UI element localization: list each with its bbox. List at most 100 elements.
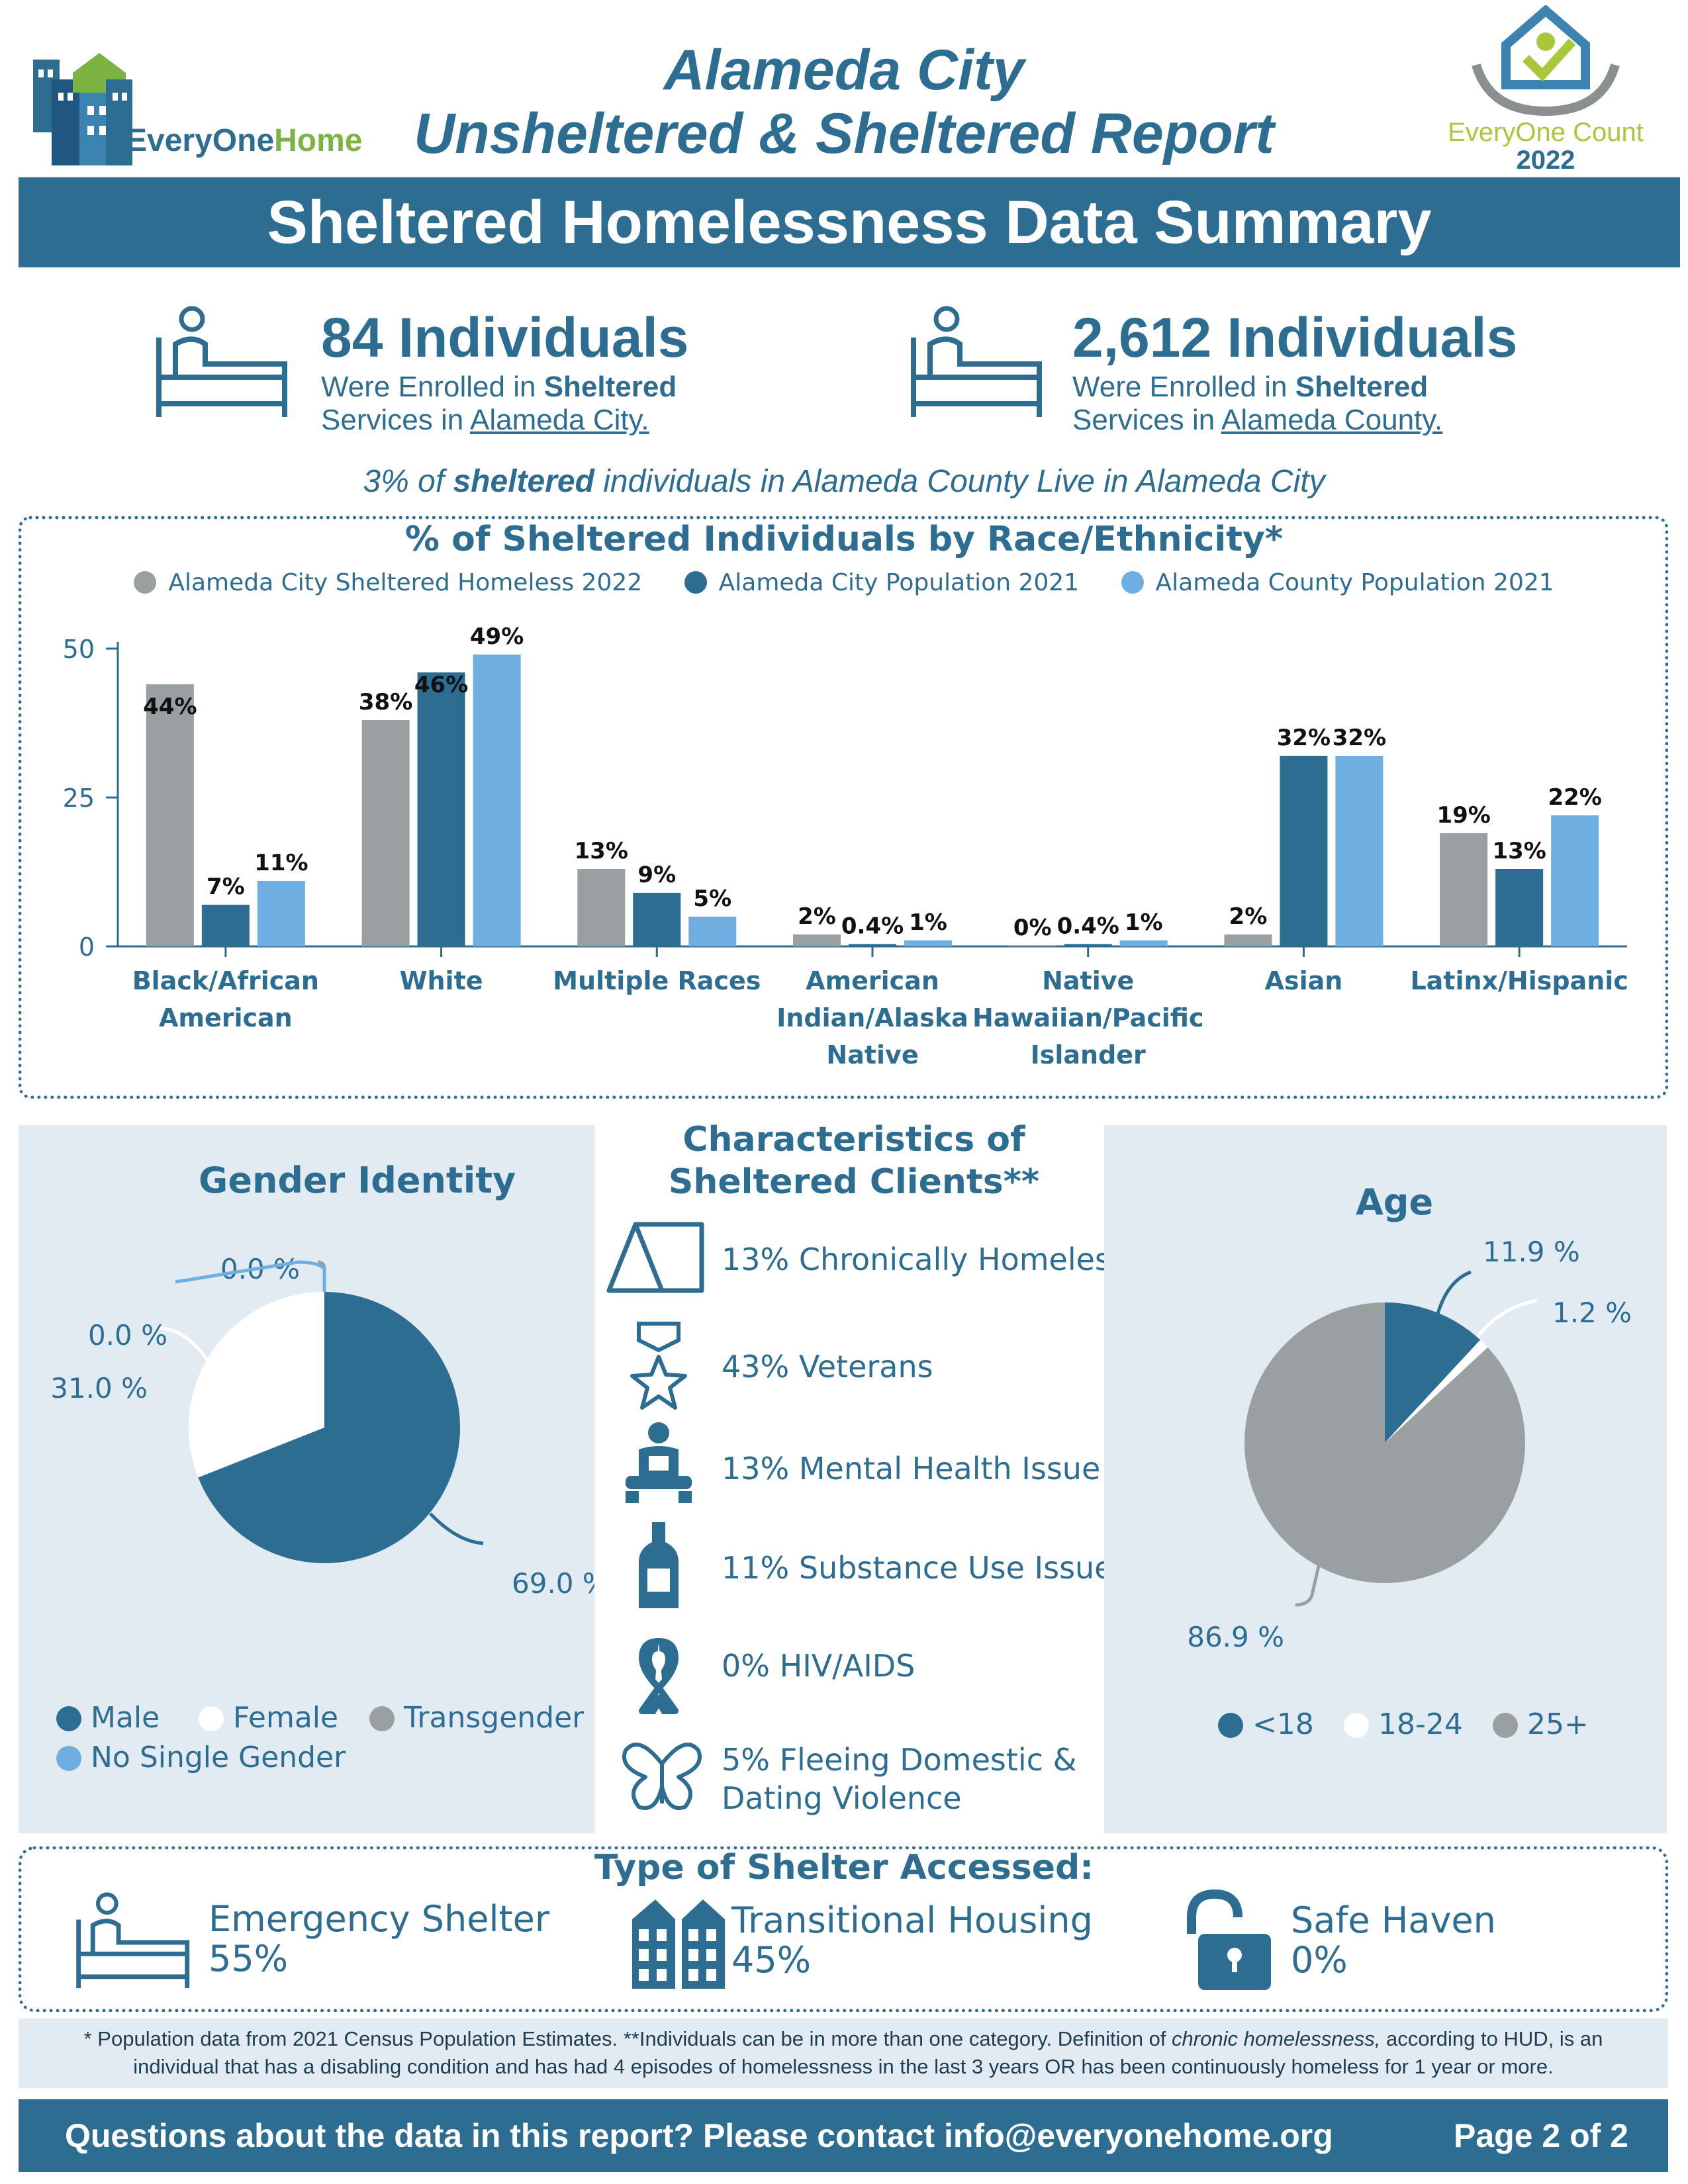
pie-data-label: 11.9 % xyxy=(1483,1236,1580,1268)
stat-county-desc-1: Were Enrolled in Sheltered xyxy=(1072,371,1429,403)
shelter-type-title: Type of Shelter Accessed: xyxy=(594,1848,1094,1888)
legend-swatch xyxy=(1344,1713,1369,1738)
category-label: Hawaiian/Pacific xyxy=(972,1003,1204,1032)
footnote-line-1: * Population data from 2021 Census Popul… xyxy=(83,2027,1603,2050)
bar-data-label: 0.4% xyxy=(1057,913,1119,939)
bar-data-label: 22% xyxy=(1548,784,1601,811)
footnote: * Population data from 2021 Census Popul… xyxy=(19,2019,1668,2088)
legend-swatch xyxy=(369,1706,395,1731)
bar-data-label: 0.4% xyxy=(841,913,904,939)
category-label: Islander xyxy=(1031,1040,1146,1069)
buildings-icon xyxy=(632,1899,725,1989)
person-seated-icon xyxy=(626,1422,692,1503)
category-label: Indian/Alaska xyxy=(776,1003,968,1032)
medal-icon xyxy=(630,1322,687,1410)
race-chart-legend: Alameda City Sheltered Homeless 2022 Ala… xyxy=(0,569,1688,596)
bar xyxy=(1335,756,1383,946)
race-chart-frame xyxy=(19,516,1668,1099)
footer-bar: Questions about the data in this report?… xyxy=(19,2099,1668,2172)
y-tick-label: 50 xyxy=(63,635,95,664)
shelter-safe-haven: Safe Haven 0% xyxy=(1291,1899,1496,1981)
page-number: Page 2 of 2 xyxy=(1454,2117,1628,2154)
pie-slice xyxy=(1385,1340,1488,1443)
tent-icon xyxy=(606,1222,704,1293)
bar xyxy=(904,940,952,946)
bar xyxy=(577,869,626,946)
bar-data-label: 1% xyxy=(909,909,947,936)
pie-data-label: 1.2 % xyxy=(1552,1297,1632,1329)
legend-item-county-population: Alameda County Population 2021 xyxy=(1121,569,1554,596)
bed-icon xyxy=(156,306,287,417)
legend-swatch xyxy=(56,1746,81,1771)
bed-icon xyxy=(76,1892,190,1989)
pie-leader-line xyxy=(175,1260,326,1292)
bar-data-label: 32% xyxy=(1333,725,1386,751)
ribbon-icon xyxy=(639,1638,679,1714)
legend-swatch xyxy=(56,1706,81,1731)
bar-data-label: 5% xyxy=(693,886,731,912)
char-hiv-aids: 0% HIV/AIDS xyxy=(722,1648,915,1684)
bar xyxy=(1495,869,1544,946)
stat-county-number: 2,612 Individuals xyxy=(1072,306,1518,369)
category-label: Multiple Races xyxy=(553,966,761,995)
bar-data-label: 38% xyxy=(359,689,412,715)
bar xyxy=(1119,940,1168,946)
legend-swatch xyxy=(1218,1713,1243,1738)
footnote-line-2: individual that has a disabling conditio… xyxy=(133,2055,1554,2078)
gender-legend-male: Male xyxy=(56,1701,160,1735)
bar-data-label: 32% xyxy=(1277,725,1331,751)
legend-swatch xyxy=(1121,571,1144,594)
pie-data-label: 69.0 % xyxy=(512,1567,594,1600)
bar-data-label: 7% xyxy=(207,874,245,900)
category-label: American xyxy=(159,1003,293,1032)
char-substance-use: 11% Substance Use Issue xyxy=(722,1550,1113,1586)
pie-data-label: 86.9 % xyxy=(1187,1621,1284,1653)
stat-city-desc-1: Were Enrolled in Sheltered xyxy=(321,371,677,403)
pie-leader-line xyxy=(1295,1565,1321,1607)
category-label: American xyxy=(806,966,939,995)
pie-slice xyxy=(1385,1302,1481,1443)
unlocked-padlock-icon xyxy=(1187,1889,1271,1990)
age-pie-chart: 11.9 % 1.2 % 86.9 % xyxy=(1187,1236,1632,1653)
share-statement: 3% of sheltered individuals in Alameda C… xyxy=(363,464,1325,499)
category-label: Native xyxy=(1042,966,1134,995)
legend-swatch xyxy=(199,1706,224,1731)
y-tick-label: 25 xyxy=(63,784,95,813)
bar xyxy=(473,655,521,946)
bar-data-label: 11% xyxy=(254,850,308,876)
report-title: Alameda City Unsheltered & Sheltered Rep… xyxy=(371,38,1317,165)
race-chart-title: % of Sheltered Individuals by Race/Ethni… xyxy=(404,520,1284,559)
gender-legend-transgender: Transgender xyxy=(369,1701,584,1735)
age-legend-under-18: <18 xyxy=(1218,1707,1314,1741)
shelter-emergency: Emergency Shelter 55% xyxy=(209,1898,550,1979)
pie-leader-line xyxy=(158,1326,211,1363)
bar xyxy=(1551,815,1599,946)
logo-count-text: EveryOne Count xyxy=(1448,118,1644,147)
stat-county-desc-2: Services in Alameda County. xyxy=(1072,404,1443,436)
bar-data-label: 1% xyxy=(1125,909,1163,936)
bar-data-label: 19% xyxy=(1436,802,1490,829)
bar-data-label: 13% xyxy=(1492,838,1546,864)
bar xyxy=(633,893,681,946)
butterfly-icon xyxy=(622,1743,702,1810)
stat-city-desc-2: Services in Alameda City. xyxy=(321,404,649,436)
legend-item-city-sheltered: Alameda City Sheltered Homeless 2022 xyxy=(134,569,642,596)
age-chart-title: Age xyxy=(1356,1181,1434,1223)
house-hands-icon xyxy=(1472,4,1620,116)
city-buildings-icon xyxy=(33,53,132,165)
bar-data-label: 2% xyxy=(798,903,836,930)
legend-swatch xyxy=(1493,1713,1518,1738)
bar xyxy=(201,905,250,946)
bed-icon xyxy=(911,306,1042,417)
bar-data-label: 9% xyxy=(637,862,676,888)
legend-swatch xyxy=(684,571,707,594)
logo-year-text: 2022 xyxy=(1516,146,1575,175)
char-chronically-homeless: 13% Chronically Homeless xyxy=(722,1242,1127,1277)
pie-leader-line xyxy=(429,1512,484,1545)
contact-text[interactable]: Questions about the data in this report?… xyxy=(65,2117,1333,2154)
bar xyxy=(1440,833,1488,946)
characteristics-title: Characteristics of Sheltered Clients** xyxy=(668,1120,1040,1202)
pie-data-label: 0.0 % xyxy=(88,1319,167,1351)
y-tick-label: 0 xyxy=(79,933,95,962)
gender-pie-chart: 69.0 %31.0 %0.0 %0.0 % xyxy=(50,1253,594,1600)
